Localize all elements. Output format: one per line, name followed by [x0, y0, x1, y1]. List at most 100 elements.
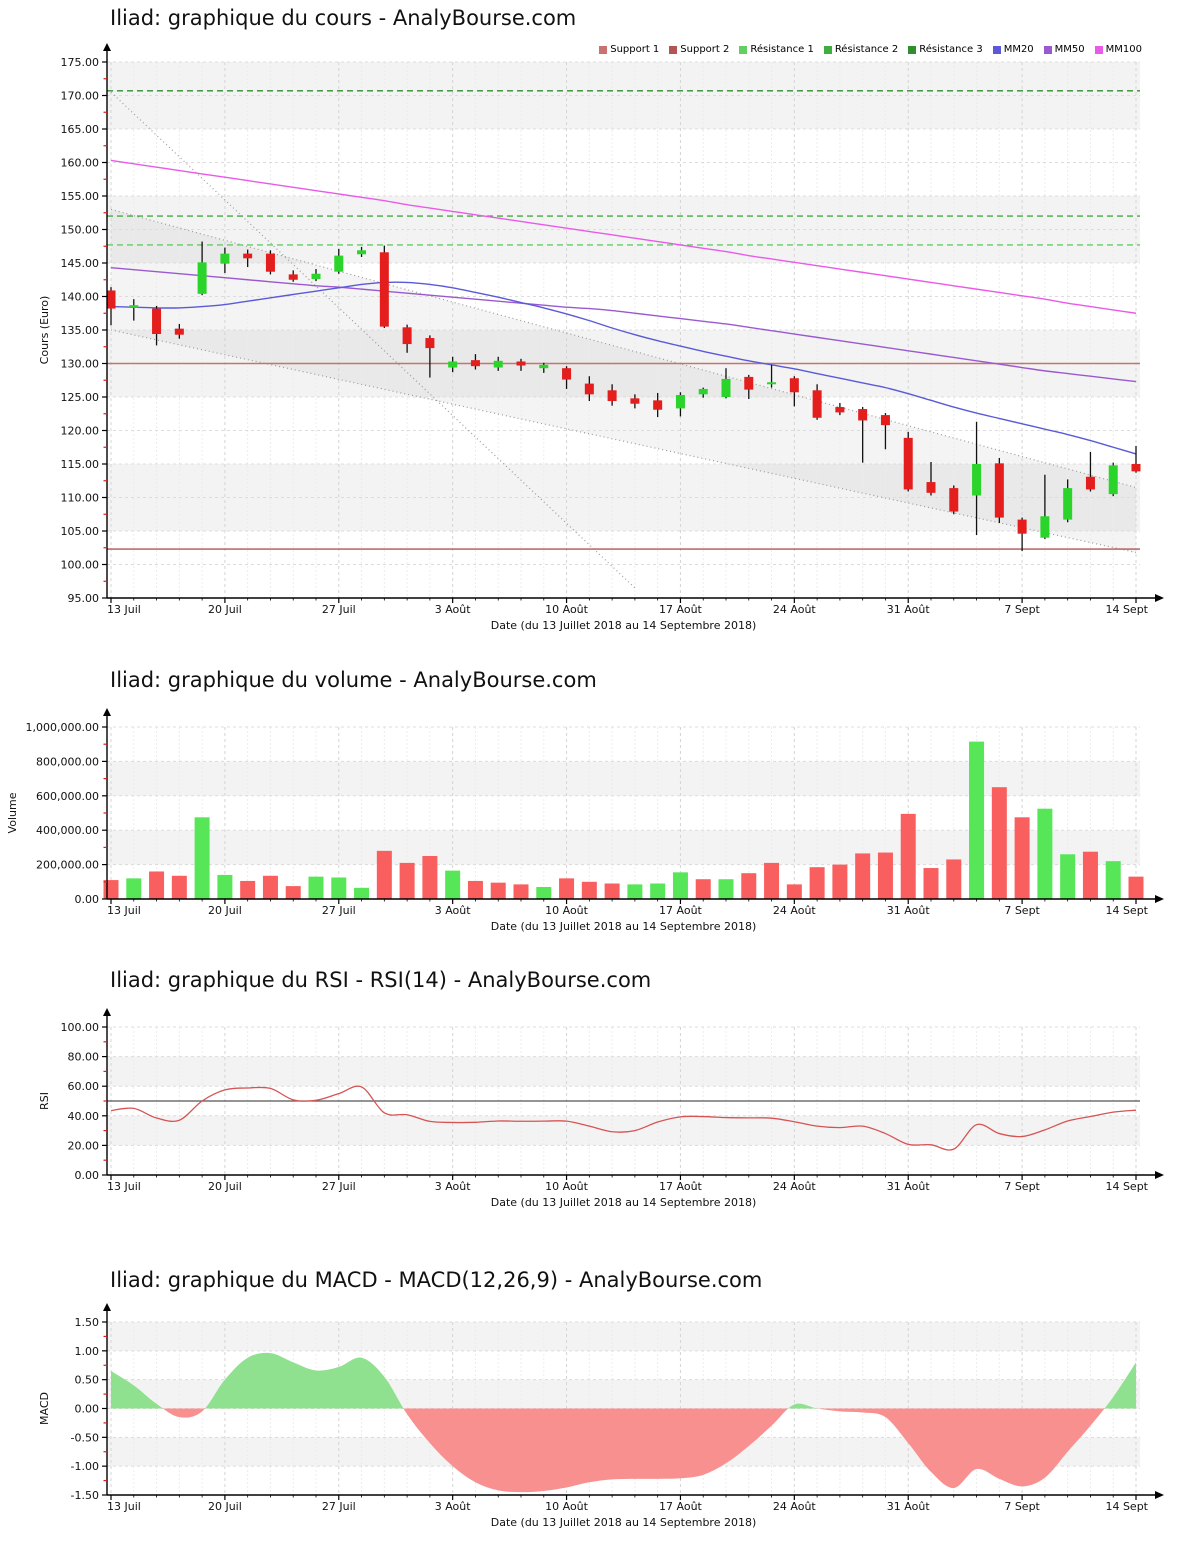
svg-text:10 Août: 10 Août — [545, 1500, 589, 1513]
svg-text:130.00: 130.00 — [61, 358, 100, 371]
svg-text:Date (du 13 Juillet 2018 au 14: Date (du 13 Juillet 2018 au 14 Septembre… — [491, 920, 757, 933]
svg-text:10 Août: 10 Août — [545, 904, 589, 917]
volume-bar — [399, 862, 415, 899]
legend-swatch-icon — [669, 45, 678, 54]
svg-text:10 Août: 10 Août — [545, 603, 589, 616]
svg-text:27 Juil: 27 Juil — [322, 904, 356, 917]
volume-bar — [991, 787, 1007, 899]
svg-text:800,000.00: 800,000.00 — [36, 755, 99, 768]
candle-body — [698, 388, 708, 395]
volume-bar — [1128, 876, 1144, 899]
candle-body — [493, 360, 503, 368]
legend-item-support-2: Support 2 — [669, 44, 729, 55]
macd-chart-title: Iliad: graphique du MACD - MACD(12,26,9)… — [110, 1268, 763, 1292]
rsi-line — [110, 1085, 1137, 1151]
candle-body — [174, 328, 184, 335]
svg-text:600,000.00: 600,000.00 — [36, 790, 99, 803]
svg-text:31 Août: 31 Août — [887, 904, 931, 917]
candle-body — [744, 376, 754, 390]
rsi-layer: 0.00 20.00 40.00 60.00 80.00 100.00 13 Juil 20 … — [38, 1008, 1164, 1209]
volume-bar — [536, 886, 552, 899]
svg-text:7 Sept: 7 Sept — [1004, 904, 1040, 917]
volume-bar — [308, 876, 324, 899]
candle-body — [607, 390, 617, 402]
volume-bar — [877, 852, 893, 899]
x-axis-arrow-icon — [1155, 1491, 1164, 1499]
macd-layer: -1.50 -1.00 -0.50 0.00 0.50 1.00 1.50 13 Juil 20… — [38, 1303, 1164, 1529]
candle-body — [1017, 519, 1027, 534]
x-axis-arrow-icon — [1155, 1171, 1164, 1179]
candle-body — [357, 250, 367, 255]
zebra-band — [107, 1056, 1140, 1087]
volume-bar — [627, 884, 643, 899]
svg-text:7 Sept: 7 Sept — [1004, 1180, 1040, 1193]
svg-text:20 Juil: 20 Juil — [208, 1500, 242, 1513]
svg-text:0.00: 0.00 — [75, 1403, 100, 1416]
legend-item-r-sistance-2: Résistance 2 — [823, 44, 898, 55]
y-axis-arrow-icon — [103, 708, 111, 716]
legend-item-r-sistance-3: Résistance 3 — [908, 44, 983, 55]
svg-text:Volume: Volume — [6, 792, 19, 833]
price-chart-legend: Support 1 Support 2 Résistance 1 Résistance… — [599, 44, 1142, 55]
svg-text:0.50: 0.50 — [75, 1374, 100, 1387]
svg-text:14 Sept: 14 Sept — [1105, 603, 1148, 616]
candle-body — [721, 378, 731, 397]
legend-label: MM100 — [1105, 44, 1142, 55]
volume-bar — [809, 867, 825, 899]
candle-body — [562, 368, 572, 380]
volume-bar — [695, 879, 711, 899]
svg-text:17 Août: 17 Août — [659, 1500, 703, 1513]
svg-text:155.00: 155.00 — [61, 190, 100, 203]
volume-chart-title: Iliad: graphique du volume - AnalyBourse… — [110, 668, 597, 692]
volume-bar — [331, 877, 347, 899]
svg-text:140.00: 140.00 — [61, 291, 100, 304]
volume-bar — [467, 880, 483, 899]
candle-body — [425, 338, 435, 349]
svg-text:40.00: 40.00 — [68, 1110, 100, 1123]
regression-channel-fill — [111, 209, 1136, 553]
volume-bar — [832, 864, 848, 899]
ma-line-mm20 — [110, 281, 1137, 455]
volume-bar — [900, 813, 916, 899]
volume-bar — [581, 881, 597, 899]
candle-body — [379, 252, 389, 327]
svg-text:1,000,000.00: 1,000,000.00 — [26, 721, 99, 734]
svg-text:31 Août: 31 Août — [887, 1180, 931, 1193]
y-axis-arrow-icon — [103, 1008, 111, 1016]
volume-bar — [285, 886, 301, 899]
volume-bar — [490, 882, 506, 899]
svg-text:13 Juil: 13 Juil — [107, 1500, 141, 1513]
candle-body — [448, 361, 458, 368]
volume-bar — [969, 741, 985, 899]
legend-swatch-icon — [1094, 45, 1103, 54]
svg-text:24 Août: 24 Août — [773, 1500, 817, 1513]
candles-layer — [106, 241, 1141, 552]
axes-layer: 95.00 100.00 105.00 110.00 115.00 120.00 125.0… — [38, 43, 1164, 632]
svg-text:13 Juil: 13 Juil — [107, 603, 141, 616]
volume-bar — [1060, 854, 1076, 899]
svg-text:-1.00: -1.00 — [71, 1460, 99, 1473]
candle-body — [675, 394, 685, 409]
svg-text:20.00: 20.00 — [68, 1139, 100, 1152]
volume-bar — [946, 859, 962, 899]
svg-text:115.00: 115.00 — [61, 458, 100, 471]
svg-text:0.00: 0.00 — [75, 1169, 100, 1182]
trend-line — [110, 91, 636, 589]
svg-text:80.00: 80.00 — [68, 1051, 100, 1064]
svg-text:3 Août: 3 Août — [435, 603, 472, 616]
legend-item-mm100: MM100 — [1094, 44, 1142, 55]
candle-body — [402, 327, 412, 345]
svg-text:105.00: 105.00 — [61, 525, 100, 538]
svg-text:0.00: 0.00 — [75, 893, 100, 906]
volume-bar — [650, 883, 666, 899]
candle-body — [835, 407, 845, 413]
svg-text:17 Août: 17 Août — [659, 904, 703, 917]
zebra-band — [107, 761, 1140, 796]
y-axis-arrow-icon — [103, 43, 111, 51]
svg-text:170.00: 170.00 — [61, 90, 100, 103]
axes-layer: 0.00 20.00 40.00 60.00 80.00 100.00 13 Juil 20 … — [38, 1008, 1164, 1209]
candle-body — [470, 360, 480, 367]
candle-body — [311, 273, 321, 280]
legend-swatch-icon — [599, 45, 608, 54]
